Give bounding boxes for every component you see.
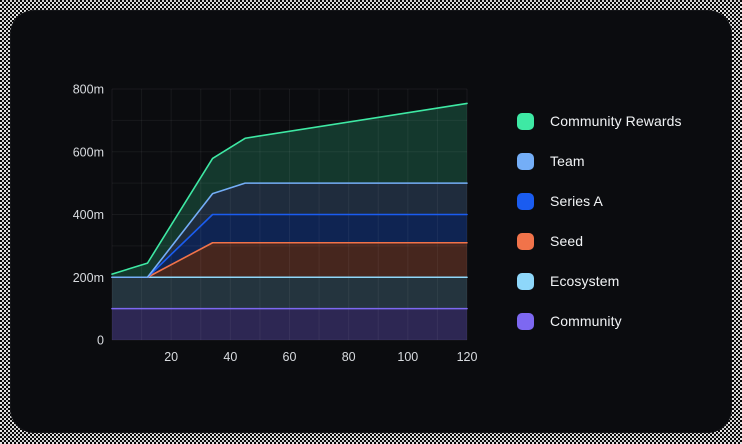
series-a-swatch-icon [517,193,534,210]
legend-item-series-a: Series A [517,193,682,210]
legend-label: Seed [550,233,584,249]
chart-legend: Community Rewards Team Series A Seed Eco… [517,113,682,330]
y-axis-tick-label: 800m [73,83,104,97]
x-axis-tick-label: 80 [342,350,356,364]
community-rewards-swatch-icon [517,113,534,130]
legend-item-community-rewards: Community Rewards [517,113,682,130]
community-swatch-icon [517,313,534,330]
team-swatch-icon [517,153,534,170]
vesting-stacked-area-chart[interactable]: 20 40 60 80 100 120 0 200m 400m 600m 800m [11,11,732,433]
y-axis-tick-label: 200m [73,271,104,285]
legend-item-team: Team [517,153,682,170]
legend-label: Community Rewards [550,113,682,129]
tokenomics-card: 20 40 60 80 100 120 0 200m 400m 600m 800m Communit… [10,10,732,433]
x-axis-tick-label: 60 [283,350,297,364]
x-axis-tick-label: 40 [223,350,237,364]
legend-item-seed: Seed [517,233,682,250]
legend-label: Team [550,153,585,169]
legend-label: Ecosystem [550,273,620,289]
y-axis-tick-label: 400m [73,208,104,222]
y-axis-tick-label: 0 [97,334,104,348]
seed-swatch-icon [517,233,534,250]
x-axis-tick-label: 100 [397,350,418,364]
y-axis-tick-label: 600m [73,145,104,159]
ecosystem-swatch-icon [517,273,534,290]
legend-label: Community [550,313,622,329]
x-axis-tick-label: 20 [164,350,178,364]
legend-label: Series A [550,193,603,209]
legend-item-ecosystem: Ecosystem [517,273,682,290]
x-axis-tick-label: 120 [457,350,478,364]
legend-item-community: Community [517,313,682,330]
